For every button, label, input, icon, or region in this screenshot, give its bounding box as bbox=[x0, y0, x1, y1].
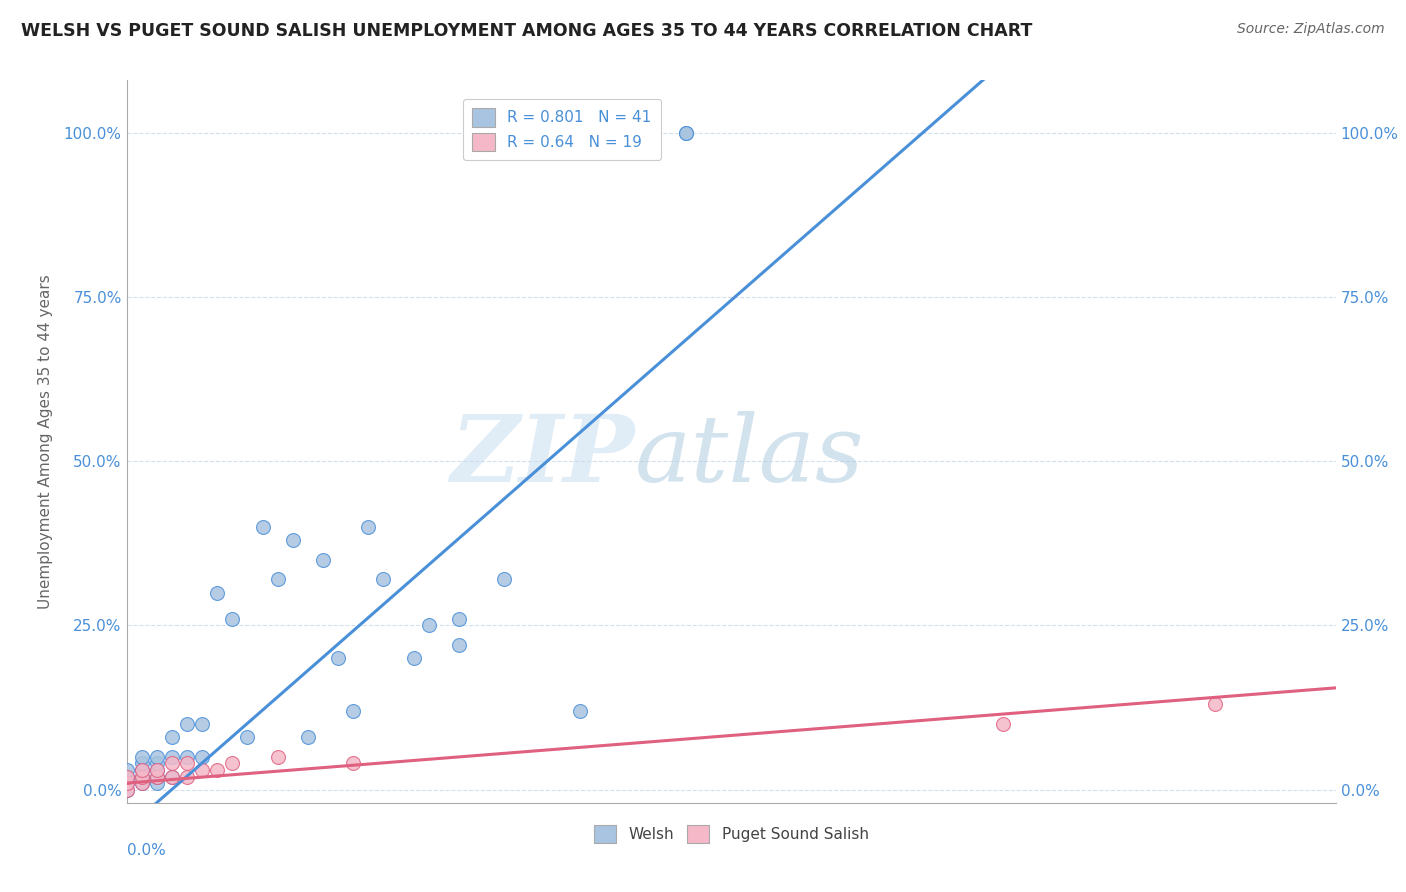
Point bbox=[176, 756, 198, 771]
Point bbox=[993, 717, 1015, 731]
Point bbox=[312, 553, 335, 567]
Text: Source: ZipAtlas.com: Source: ZipAtlas.com bbox=[1237, 22, 1385, 37]
Text: atlas: atlas bbox=[634, 411, 863, 501]
Point bbox=[131, 770, 153, 784]
Point bbox=[160, 756, 183, 771]
Point bbox=[191, 717, 214, 731]
Point bbox=[221, 612, 243, 626]
Point bbox=[146, 776, 169, 790]
Point bbox=[176, 717, 198, 731]
Point bbox=[326, 651, 350, 665]
Point bbox=[115, 782, 138, 797]
Point bbox=[267, 749, 290, 764]
Point bbox=[146, 763, 169, 777]
Point bbox=[115, 776, 138, 790]
Text: 0.0%: 0.0% bbox=[127, 843, 166, 857]
Point bbox=[115, 770, 138, 784]
Point bbox=[176, 770, 198, 784]
Point bbox=[252, 520, 274, 534]
Point bbox=[146, 763, 169, 777]
Point bbox=[191, 749, 214, 764]
Point bbox=[146, 749, 169, 764]
Point bbox=[447, 638, 470, 652]
Legend: Welsh, Puget Sound Salish: Welsh, Puget Sound Salish bbox=[588, 819, 875, 849]
Point bbox=[675, 126, 697, 140]
Point bbox=[160, 770, 183, 784]
Y-axis label: Unemployment Among Ages 35 to 44 years: Unemployment Among Ages 35 to 44 years bbox=[38, 274, 52, 609]
Point bbox=[205, 763, 228, 777]
Point bbox=[115, 770, 138, 784]
Point bbox=[115, 763, 138, 777]
Point bbox=[160, 730, 183, 744]
Point bbox=[221, 756, 243, 771]
Point bbox=[131, 756, 153, 771]
Point bbox=[131, 763, 153, 777]
Point bbox=[115, 782, 138, 797]
Point bbox=[131, 763, 153, 777]
Point bbox=[131, 776, 153, 790]
Point bbox=[131, 770, 153, 784]
Point bbox=[297, 730, 319, 744]
Point bbox=[146, 770, 169, 784]
Point bbox=[267, 573, 290, 587]
Point bbox=[494, 573, 516, 587]
Point bbox=[357, 520, 380, 534]
Point bbox=[131, 776, 153, 790]
Point bbox=[342, 756, 364, 771]
Point bbox=[236, 730, 259, 744]
Point bbox=[373, 573, 395, 587]
Point bbox=[176, 749, 198, 764]
Point bbox=[205, 585, 228, 599]
Text: WELSH VS PUGET SOUND SALISH UNEMPLOYMENT AMONG AGES 35 TO 44 YEARS CORRELATION C: WELSH VS PUGET SOUND SALISH UNEMPLOYMENT… bbox=[21, 22, 1032, 40]
Point bbox=[281, 533, 304, 547]
Point bbox=[160, 749, 183, 764]
Point bbox=[160, 770, 183, 784]
Point bbox=[447, 612, 470, 626]
Point bbox=[568, 704, 592, 718]
Point bbox=[675, 126, 697, 140]
Point bbox=[418, 618, 440, 632]
Point bbox=[1204, 698, 1226, 712]
Point bbox=[131, 749, 153, 764]
Point bbox=[342, 704, 364, 718]
Text: ZIP: ZIP bbox=[450, 411, 634, 501]
Point bbox=[115, 776, 138, 790]
Point bbox=[146, 770, 169, 784]
Point bbox=[191, 763, 214, 777]
Point bbox=[402, 651, 425, 665]
Point bbox=[146, 756, 169, 771]
